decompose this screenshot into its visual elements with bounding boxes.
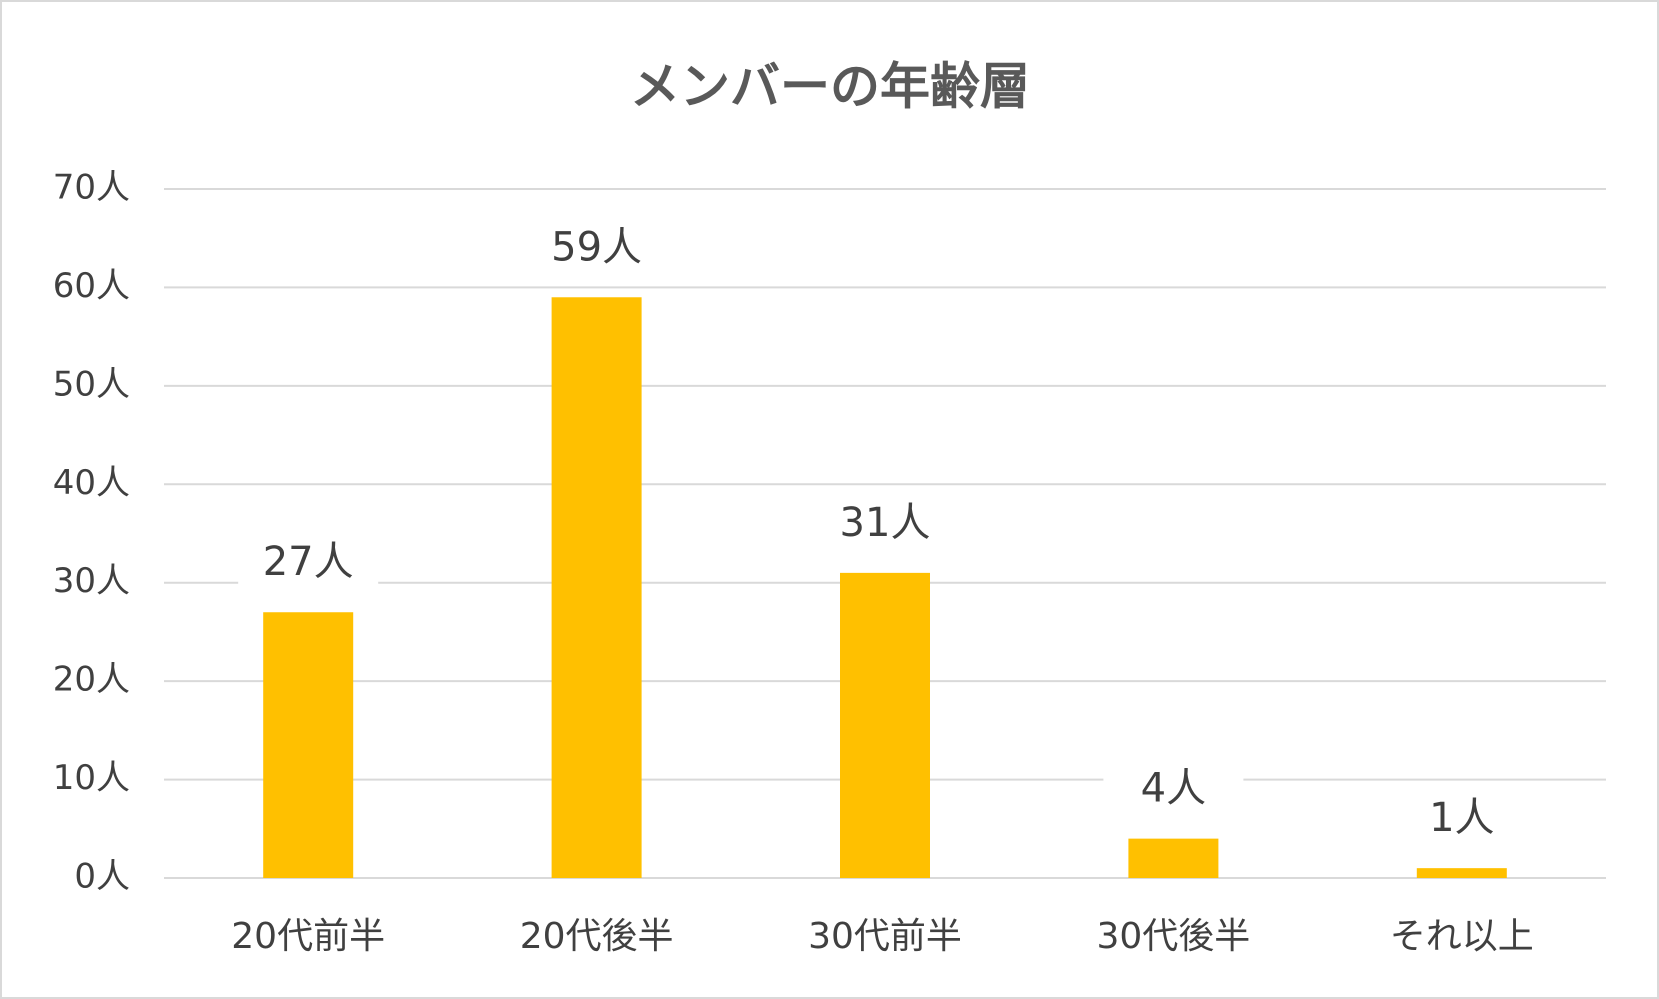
bar — [263, 612, 354, 878]
y-tick-label: 10人 — [53, 758, 130, 798]
x-tick-label: 30代前半 — [808, 916, 962, 957]
y-tick-label: 30人 — [53, 561, 130, 601]
data-label: 27人 — [263, 539, 354, 585]
chart-title: メンバーの年齢層 — [630, 58, 1030, 116]
data-label: 1人 — [1429, 795, 1494, 841]
data-label-background — [238, 536, 379, 593]
data-label-background — [1103, 762, 1244, 819]
x-tick-label: 30代後半 — [1096, 916, 1250, 957]
data-label: 31人 — [840, 500, 931, 546]
y-tick-label: 70人 — [53, 168, 130, 208]
y-tick-label: 60人 — [53, 266, 130, 306]
data-label-background — [1391, 792, 1532, 849]
x-tick-label: それ以上 — [1390, 916, 1534, 957]
bar — [1416, 868, 1507, 878]
y-tick-label: 50人 — [53, 364, 130, 404]
y-tick-label: 40人 — [53, 463, 130, 503]
x-tick-label: 20代前半 — [231, 916, 385, 957]
x-tick-label: 20代後半 — [520, 916, 674, 957]
y-tick-label: 0人 — [74, 857, 130, 897]
bar — [551, 297, 642, 878]
data-label-background — [526, 221, 667, 278]
bar — [840, 572, 930, 878]
y-tick-label: 20人 — [53, 660, 130, 700]
data-label: 59人 — [551, 224, 642, 270]
bar — [1128, 838, 1219, 878]
data-label-background — [815, 496, 955, 553]
data-label: 4人 — [1141, 766, 1206, 812]
